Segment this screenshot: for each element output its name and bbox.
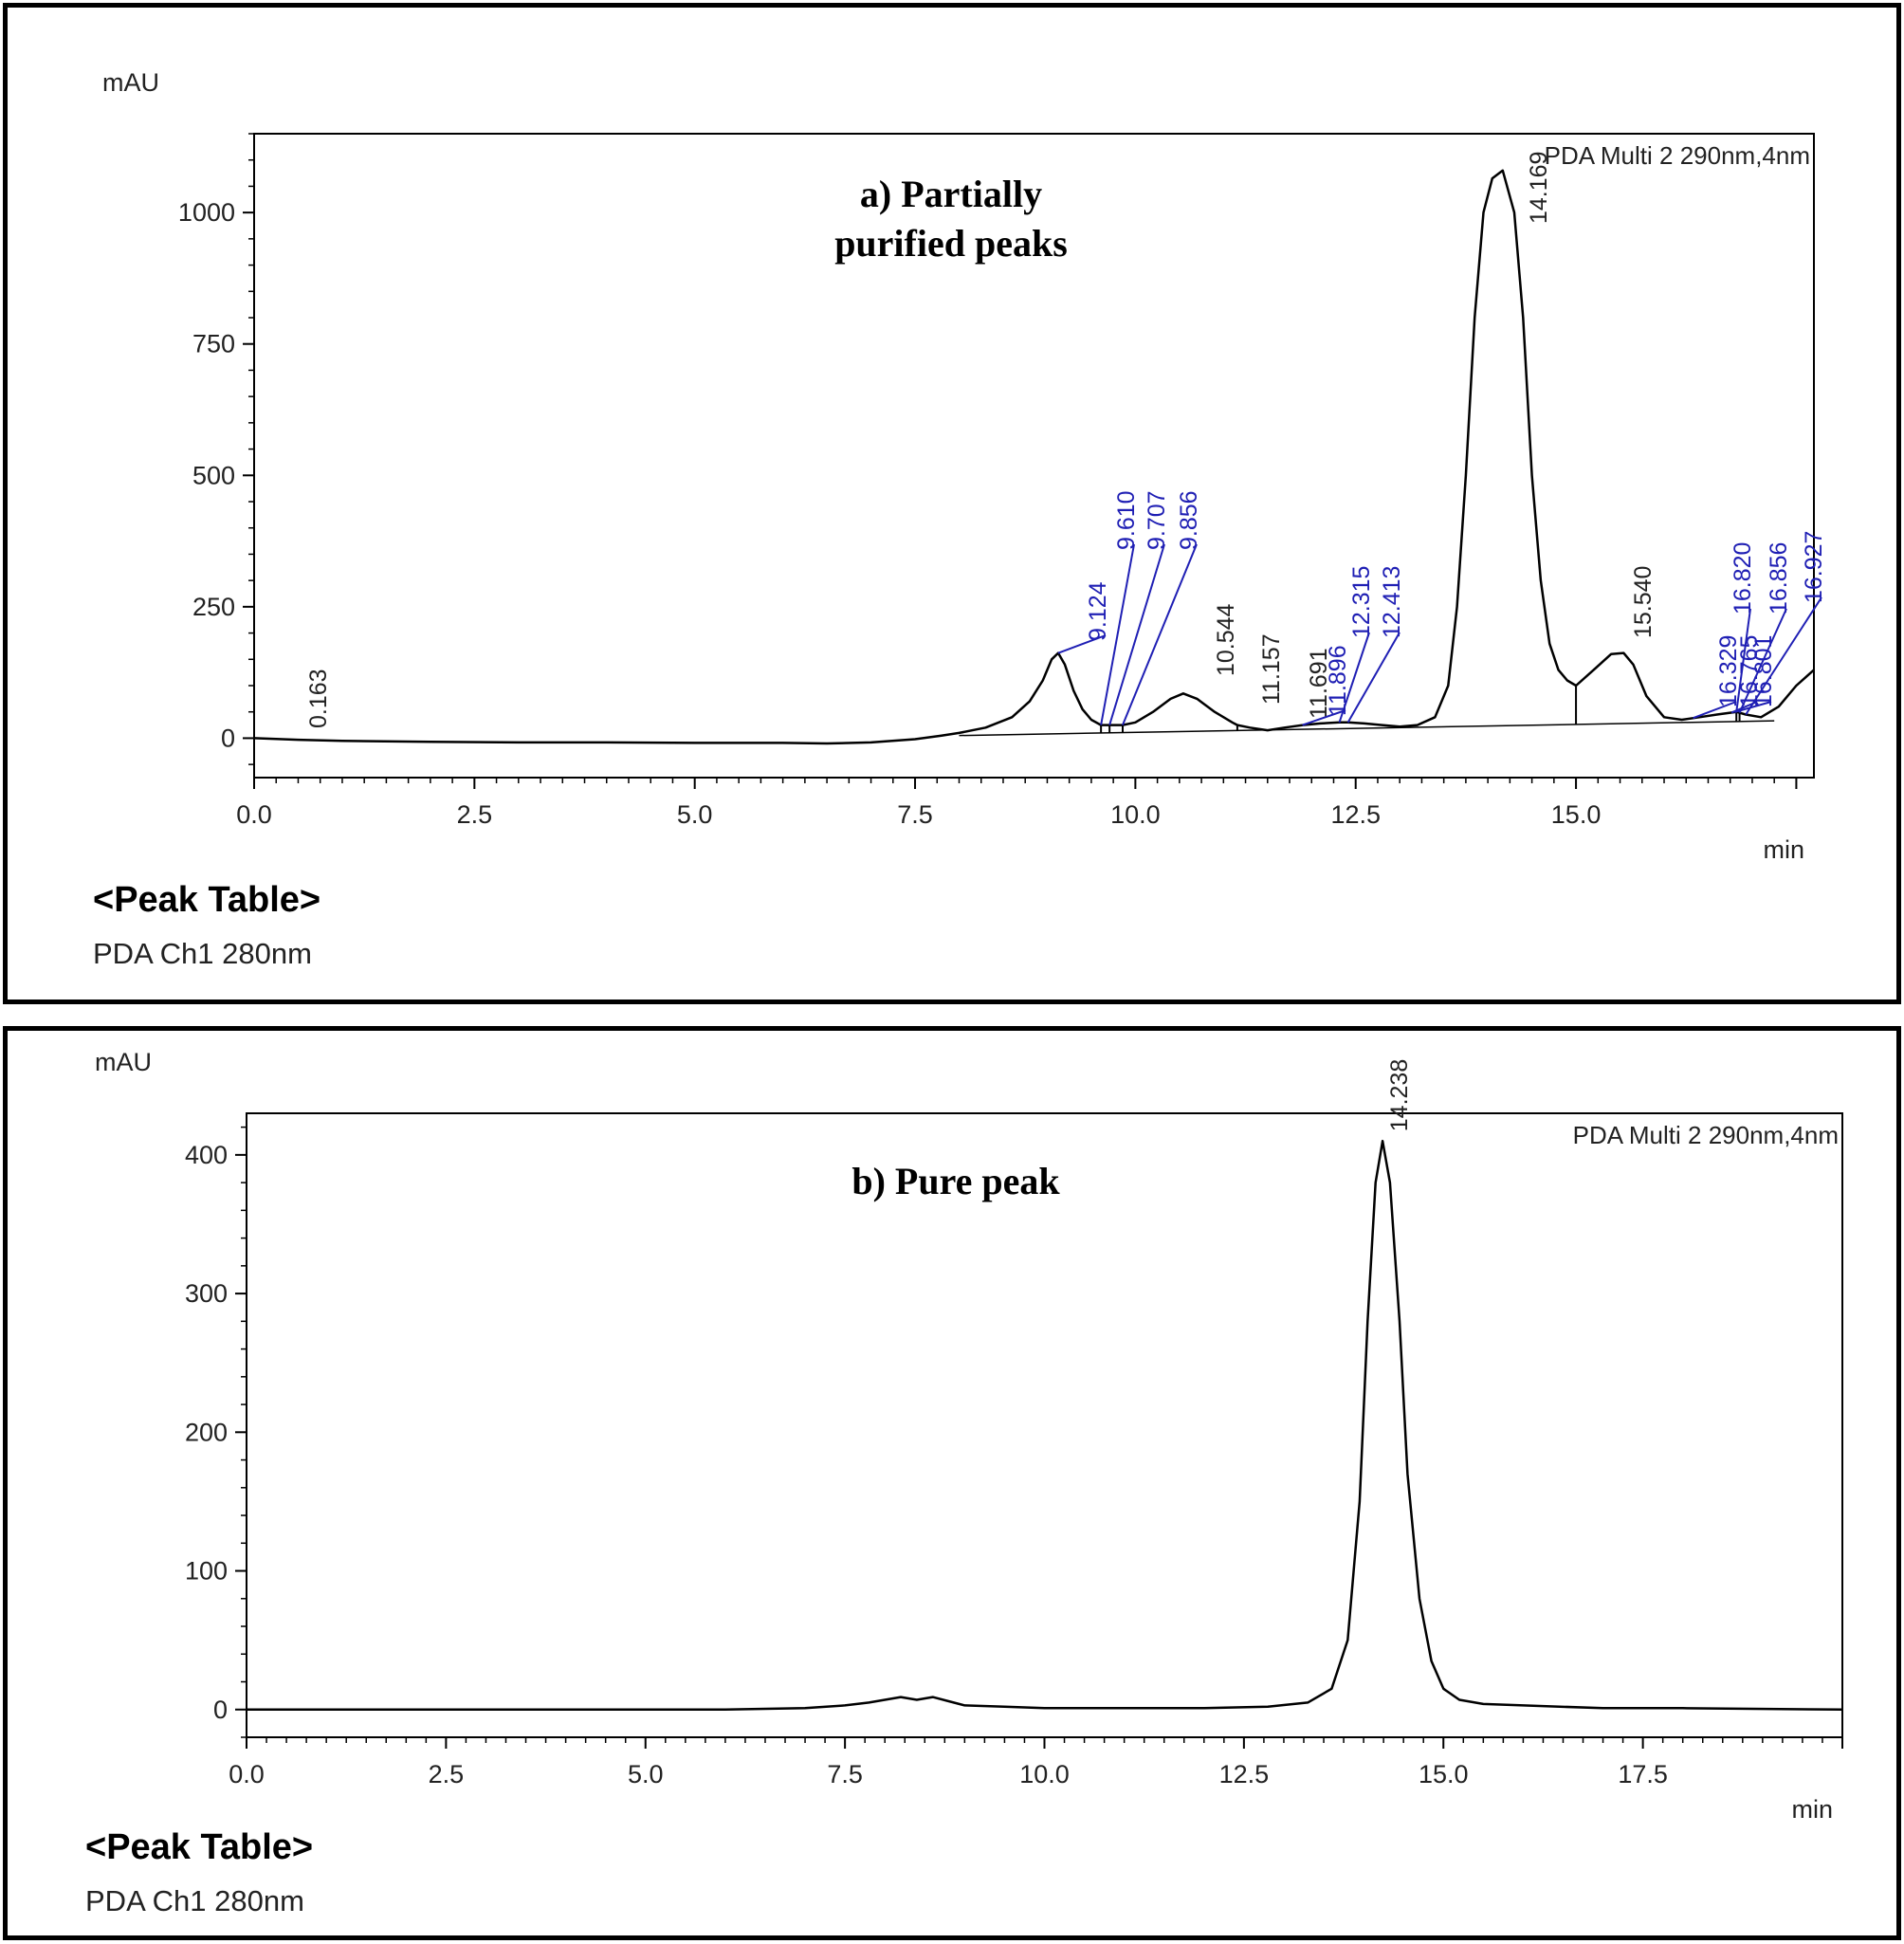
channel-label: PDA Multi 2 290nm,4nm bbox=[1545, 141, 1810, 170]
peak-label: 15.540 bbox=[1630, 566, 1657, 638]
chromatogram-trace bbox=[254, 169, 1814, 745]
y-tick-label: 750 bbox=[192, 330, 235, 358]
peak-label: 16.329 bbox=[1715, 635, 1742, 707]
x-tick-label: 17.5 bbox=[1618, 1760, 1668, 1788]
peak-marker-line bbox=[1745, 596, 1822, 716]
x-tick-label: 5.0 bbox=[628, 1760, 664, 1788]
plot-frame bbox=[246, 1112, 1843, 1738]
peak-marker-line bbox=[1693, 701, 1737, 720]
peak-marker-line bbox=[1738, 608, 1787, 714]
integration-baseline bbox=[959, 720, 1775, 737]
peak-label: 11.896 bbox=[1325, 645, 1351, 716]
peak-marker-line bbox=[1122, 543, 1198, 725]
panel-title-line: a) Partially bbox=[860, 173, 1042, 215]
peak-marker-line bbox=[1346, 632, 1401, 724]
peak-label: 16.820 bbox=[1730, 542, 1756, 614]
peak-marker-line bbox=[1735, 608, 1751, 712]
x-axis-label: min bbox=[1791, 1795, 1833, 1824]
chromatogram-panel-a: mAU min PDA Multi 2 290nm,4nm a) Partially p… bbox=[3, 3, 1901, 1004]
x-tick-label: 10.0 bbox=[1019, 1760, 1070, 1788]
chromatogram-panel-b: mAU min PDA Multi 2 290nm,4nm b) Pure peak 0… bbox=[3, 1026, 1901, 1940]
plot-frame bbox=[253, 133, 1815, 779]
peak-label: 11.691 bbox=[1306, 648, 1332, 719]
chart-a: mAU min PDA Multi 2 290nm,4nm a) Partially p… bbox=[102, 68, 1827, 864]
y-tick-label: 300 bbox=[185, 1279, 228, 1308]
peak-label: 0.163 bbox=[305, 669, 332, 728]
peak-label: 9.124 bbox=[1085, 581, 1111, 641]
y-tick-label: 0 bbox=[221, 724, 235, 752]
peak-label: 11.157 bbox=[1258, 633, 1285, 705]
y-axis-label: mAU bbox=[102, 68, 159, 97]
x-tick-label: 15.0 bbox=[1551, 800, 1602, 829]
y-tick-label: 500 bbox=[192, 461, 235, 489]
x-tick-label: 0.0 bbox=[229, 1760, 265, 1788]
peak-label: 16.856 bbox=[1766, 542, 1792, 614]
x-tick-label: 10.0 bbox=[1110, 800, 1161, 829]
y-tick-label: 400 bbox=[185, 1141, 228, 1169]
peak-marker-line bbox=[1108, 543, 1165, 725]
x-tick-label: 2.5 bbox=[457, 800, 493, 829]
peak-label: 9.707 bbox=[1144, 490, 1170, 550]
y-tick-label: 1000 bbox=[178, 198, 235, 227]
y-tick-label: 100 bbox=[185, 1557, 228, 1586]
x-tick-label: 7.5 bbox=[827, 1760, 863, 1788]
peak-label: 10.544 bbox=[1213, 603, 1239, 676]
peak-label: 16.801 bbox=[1750, 635, 1777, 707]
x-tick-label: 12.5 bbox=[1330, 800, 1381, 829]
peak-table-heading: <Peak Table> bbox=[85, 1827, 314, 1867]
peak-table-channel: PDA Ch1 280nm bbox=[93, 937, 312, 970]
peak-marker-line bbox=[1100, 543, 1135, 725]
peak-label: 14.238 bbox=[1386, 1059, 1413, 1131]
peak-marker-line bbox=[1302, 709, 1346, 726]
peak-marker-line bbox=[1338, 632, 1370, 724]
channel-label: PDA Multi 2 290nm,4nm bbox=[1573, 1121, 1839, 1149]
chart-b: mAU min PDA Multi 2 290nm,4nm b) Pure peak 0… bbox=[95, 1048, 1843, 1824]
peak-table-heading: <Peak Table> bbox=[93, 880, 321, 920]
x-tick-label: 15.0 bbox=[1419, 1760, 1469, 1788]
y-tick-label: 200 bbox=[185, 1418, 228, 1446]
x-tick-label: 0.0 bbox=[236, 800, 272, 829]
peak-label: 14.169 bbox=[1526, 152, 1552, 224]
peak-marker-line bbox=[1057, 634, 1107, 654]
chromatogram-trace bbox=[247, 1139, 1842, 1712]
peak-label: 9.610 bbox=[1113, 490, 1140, 550]
peak-label: 16.927 bbox=[1801, 531, 1827, 603]
peak-label: 12.413 bbox=[1379, 566, 1405, 638]
x-axis-label: min bbox=[1763, 835, 1804, 864]
x-tick-label: 2.5 bbox=[429, 1760, 465, 1788]
x-tick-label: 7.5 bbox=[897, 800, 933, 829]
peak-label: 12.315 bbox=[1348, 566, 1375, 638]
peak-label: 9.856 bbox=[1176, 490, 1202, 550]
y-axis-label: mAU bbox=[95, 1048, 152, 1076]
y-tick-label: 250 bbox=[192, 593, 235, 621]
panel-title-line: purified peaks bbox=[834, 222, 1068, 265]
peak-table-channel: PDA Ch1 280nm bbox=[85, 1884, 304, 1917]
x-tick-label: 12.5 bbox=[1219, 1760, 1270, 1788]
y-tick-label: 0 bbox=[213, 1696, 228, 1724]
panel-title-line: b) Pure peak bbox=[851, 1160, 1060, 1202]
x-tick-label: 5.0 bbox=[677, 800, 713, 829]
